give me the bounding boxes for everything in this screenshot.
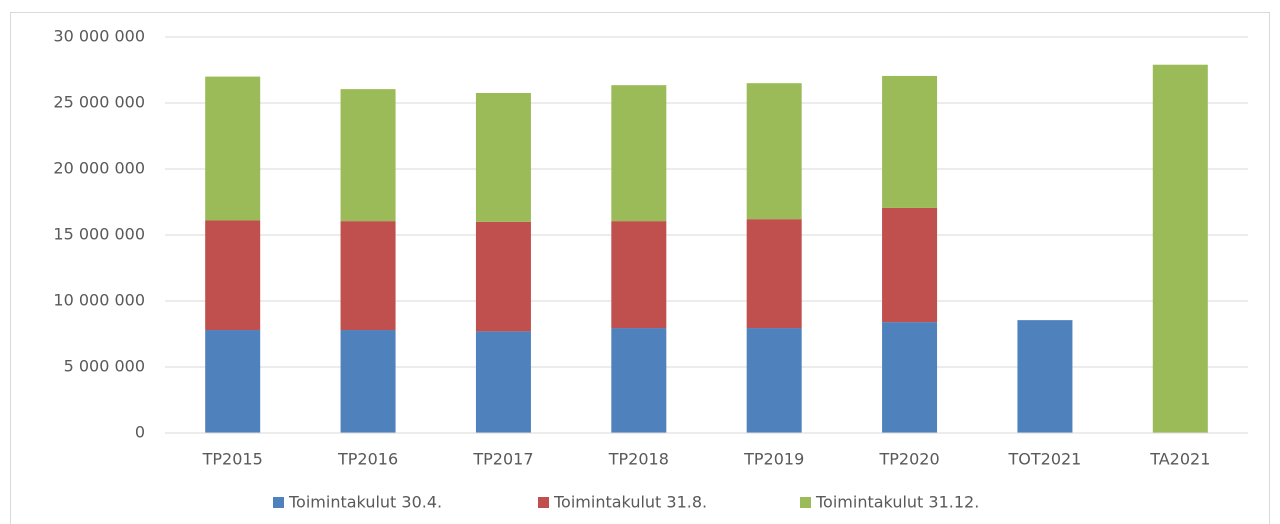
- y-tick-label: 20 000 000: [53, 159, 145, 178]
- bar-segment: [611, 221, 667, 329]
- bar-segment: [340, 221, 396, 331]
- legend-label: Toimintakulut 31.8.: [553, 493, 707, 512]
- legend-swatch: [538, 497, 549, 508]
- bar-segment: [475, 221, 531, 332]
- bar-segment: [1152, 64, 1208, 433]
- bar-segment: [746, 83, 802, 220]
- x-tick-label: TP2020: [878, 450, 939, 469]
- x-tick-label: TP2018: [608, 450, 669, 469]
- y-tick-label: 30 000 000: [53, 27, 145, 46]
- x-tick-label: TOT2021: [1008, 450, 1082, 469]
- bar-segment: [205, 330, 261, 433]
- x-tick-label: TP2016: [337, 450, 398, 469]
- bar-segment: [882, 75, 938, 208]
- bar-segment: [746, 328, 802, 433]
- bar-segment: [611, 85, 667, 222]
- bar-segment: [882, 322, 938, 433]
- y-tick-label: 25 000 000: [53, 93, 145, 112]
- legend-label: Toimintakulut 30.4.: [288, 493, 442, 512]
- legend-swatch: [273, 497, 284, 508]
- legend-swatch: [800, 497, 811, 508]
- bar-segment: [340, 89, 396, 222]
- bar-segment: [340, 330, 396, 433]
- legend-label: Toimintakulut 31.12.: [815, 493, 979, 512]
- bar-segment: [746, 219, 802, 329]
- bar-segment: [1017, 320, 1073, 433]
- bar-segment: [205, 220, 261, 331]
- bar-segment: [882, 207, 938, 323]
- y-tick-label: 5 000 000: [64, 357, 145, 376]
- bar-segment: [611, 328, 667, 433]
- y-tick-label: 0: [135, 423, 145, 442]
- bar-segment: [475, 331, 531, 433]
- y-tick-label: 15 000 000: [53, 225, 145, 244]
- x-tick-label: TA2021: [1149, 450, 1210, 469]
- x-tick-label: TP2015: [202, 450, 263, 469]
- x-tick-label: TP2017: [472, 450, 533, 469]
- x-tick-label: TP2019: [743, 450, 804, 469]
- y-tick-label: 10 000 000: [53, 291, 145, 310]
- bar-segment: [475, 92, 531, 222]
- bar-segment: [205, 76, 261, 221]
